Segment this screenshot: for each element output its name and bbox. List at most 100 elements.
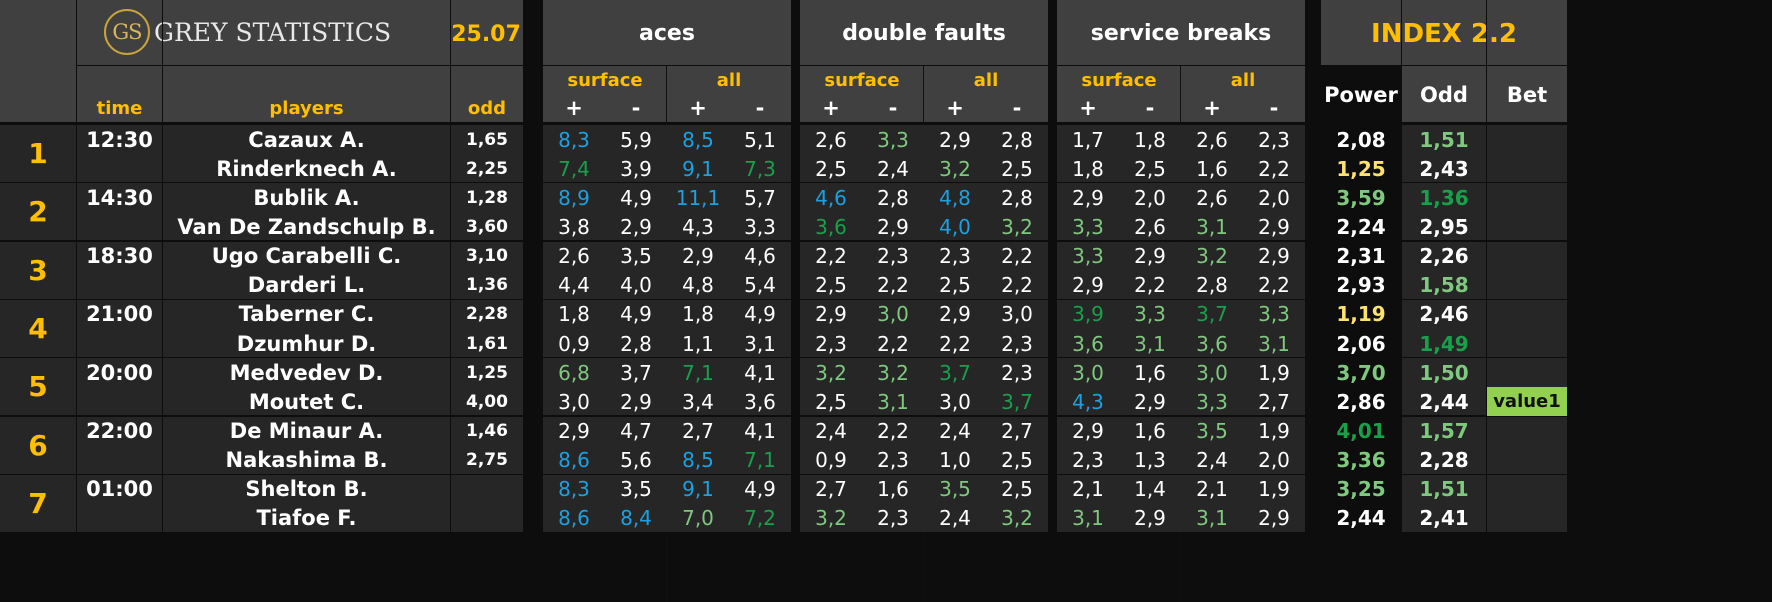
player-name: Tiafoe F. bbox=[256, 506, 357, 531]
group-title: aces bbox=[639, 20, 695, 46]
group-header-cell bbox=[1057, 0, 1305, 65]
stat-value: 8,9 bbox=[558, 185, 590, 210]
column-divider bbox=[162, 0, 163, 602]
stat-value: 7,3 bbox=[744, 156, 776, 181]
power-value: 4,01 bbox=[1336, 419, 1386, 444]
stat-value: 1,8 bbox=[1134, 127, 1166, 152]
match-number: 6 bbox=[28, 428, 48, 462]
player-odd: 2,75 bbox=[466, 450, 508, 471]
time-cell bbox=[77, 125, 162, 183]
stat-value: 3,2 bbox=[1001, 506, 1033, 531]
stat-value: 3,4 bbox=[682, 389, 714, 414]
odd2-header: Odd bbox=[1420, 83, 1468, 107]
stats-block bbox=[1057, 125, 1305, 183]
stat-value: 2,9 bbox=[682, 244, 714, 269]
plus-sign: + bbox=[565, 96, 583, 120]
bet-cell bbox=[1487, 416, 1567, 474]
stat-value: 1,8 bbox=[558, 302, 590, 327]
odd2-value: 2,95 bbox=[1419, 214, 1469, 239]
stat-value: 3,7 bbox=[620, 360, 652, 385]
stat-value: 2,5 bbox=[1001, 448, 1033, 473]
stat-value: 2,2 bbox=[1001, 244, 1033, 269]
stat-value: 3,6 bbox=[744, 389, 776, 414]
match-time: 20:00 bbox=[86, 360, 153, 385]
match-time: 01:00 bbox=[86, 477, 153, 502]
plus-sign: + bbox=[1079, 96, 1097, 120]
stat-value: 3,6 bbox=[1072, 331, 1104, 356]
stat-value: 4,7 bbox=[620, 419, 652, 444]
odd2-header-cell bbox=[1402, 66, 1486, 122]
player-name: Van De Zandschulp B. bbox=[177, 214, 436, 239]
player-name: Ugo Carabelli C. bbox=[211, 244, 402, 269]
bet-cell bbox=[1487, 183, 1567, 241]
stat-value: 4,1 bbox=[744, 419, 776, 444]
subgroup-title: surface bbox=[824, 69, 900, 91]
stat-value: 3,0 bbox=[877, 302, 909, 327]
stat-value: 3,5 bbox=[620, 244, 652, 269]
match-number-cell bbox=[0, 241, 76, 299]
time-header-cell bbox=[77, 66, 162, 122]
stat-value: 3,0 bbox=[1001, 302, 1033, 327]
stat-value: 5,6 bbox=[620, 448, 652, 473]
stat-value: 4,9 bbox=[744, 302, 776, 327]
stat-value: 2,0 bbox=[1134, 185, 1166, 210]
stat-value: 2,2 bbox=[1258, 273, 1290, 298]
stats-block bbox=[543, 358, 791, 416]
stat-value: 3,1 bbox=[1134, 331, 1166, 356]
minus-sign: - bbox=[888, 96, 898, 120]
stat-value: 3,2 bbox=[1001, 214, 1033, 239]
player-odd: 1,36 bbox=[466, 275, 508, 296]
power-value: 2,86 bbox=[1336, 389, 1386, 414]
gs-logo: GS bbox=[104, 9, 150, 55]
stat-value: 1,1 bbox=[682, 331, 714, 356]
power-value: 3,70 bbox=[1336, 360, 1386, 385]
stat-value: 2,9 bbox=[1134, 389, 1166, 414]
odd2-value: 1,36 bbox=[1419, 185, 1469, 210]
player-name: Shelton B. bbox=[245, 477, 368, 502]
stat-value: 2,7 bbox=[1001, 419, 1033, 444]
match-time: 22:00 bbox=[86, 419, 153, 444]
stat-value: 2,1 bbox=[1196, 477, 1228, 502]
odd2-value: 1,49 bbox=[1419, 331, 1469, 356]
stats-block bbox=[800, 358, 1048, 416]
stat-value: 1,9 bbox=[1258, 360, 1290, 385]
power-value: 3,59 bbox=[1336, 185, 1386, 210]
plus-sign: + bbox=[689, 96, 707, 120]
stat-value: 2,9 bbox=[1072, 185, 1104, 210]
stat-value: 2,4 bbox=[939, 506, 971, 531]
stats-block bbox=[1057, 358, 1305, 416]
stat-value: 3,0 bbox=[558, 389, 590, 414]
stat-value: 2,9 bbox=[1258, 244, 1290, 269]
group-header-cell bbox=[800, 0, 1048, 65]
stat-value: 2,7 bbox=[682, 419, 714, 444]
stat-value: 4,9 bbox=[620, 302, 652, 327]
value-badge[interactable]: value1 bbox=[1487, 387, 1567, 417]
column-divider bbox=[1401, 0, 1402, 602]
time-header: time bbox=[96, 97, 143, 119]
bet-cell bbox=[1487, 474, 1567, 532]
stat-value: 2,9 bbox=[620, 214, 652, 239]
power-value: 2,93 bbox=[1336, 273, 1386, 298]
plus-sign: + bbox=[946, 96, 964, 120]
index-title: INDEX 2.2 bbox=[1371, 19, 1517, 49]
stat-value: 2,4 bbox=[1196, 448, 1228, 473]
match-number: 1 bbox=[28, 137, 48, 171]
stats-block bbox=[800, 416, 1048, 474]
stat-value: 3,5 bbox=[1196, 419, 1228, 444]
player-odd: 1,61 bbox=[466, 333, 508, 354]
brand-bar bbox=[77, 0, 523, 65]
subgroup-title: surface bbox=[1081, 69, 1157, 91]
stat-value: 3,3 bbox=[877, 127, 909, 152]
stat-value: 2,2 bbox=[815, 244, 847, 269]
stats-block bbox=[800, 183, 1048, 241]
stat-value: 4,9 bbox=[620, 185, 652, 210]
odd-cell bbox=[451, 183, 523, 241]
player-odd: 1,65 bbox=[466, 129, 508, 150]
bet-cell bbox=[1487, 241, 1567, 299]
player-odd: 2,28 bbox=[466, 304, 508, 325]
stats-block bbox=[1057, 474, 1305, 532]
stat-value: 3,7 bbox=[1001, 389, 1033, 414]
stat-value: 2,5 bbox=[815, 156, 847, 181]
stat-value: 3,1 bbox=[744, 331, 776, 356]
